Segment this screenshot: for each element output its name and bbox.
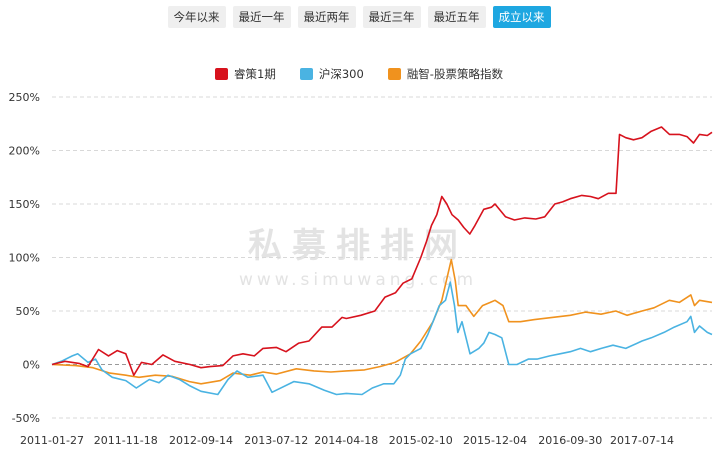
legend-label: 融智-股票策略指数 — [406, 67, 503, 81]
x-tick-label: 2015-02-10 — [389, 434, 453, 447]
y-tick-label: 250% — [9, 91, 40, 104]
tab-2[interactable]: 最近一年 — [232, 6, 291, 28]
x-axis-labels: 2011-01-27 2011-11-18 2012-09-14 2013-07-12… — [20, 434, 674, 447]
y-tick-label: 200% — [9, 145, 40, 158]
x-tick-label: 2015-12-04 — [463, 434, 527, 447]
tab-5[interactable]: 最近五年 — [427, 6, 486, 28]
series-line-2 — [51, 281, 713, 396]
x-tick-label: 2016-09-30 — [538, 434, 602, 447]
y-tick-label: 50% — [16, 305, 40, 318]
legend-swatch — [387, 68, 401, 80]
legend-item-3[interactable]: 融智-股票策略指数 — [387, 66, 503, 82]
y-tick-label: 0% — [23, 359, 40, 372]
tab-4[interactable]: 最近三年 — [362, 6, 421, 28]
legend-item-2[interactable]: 沪深300 — [299, 66, 364, 82]
grid-lines — [52, 96, 712, 419]
legend-swatch — [215, 68, 229, 80]
watermark: 私募排排网 www.simuwang.com — [239, 226, 477, 290]
series-lines — [51, 126, 713, 396]
legend-swatch — [299, 68, 313, 80]
y-tick-label: 150% — [9, 198, 40, 211]
legend-label: 沪深300 — [318, 67, 364, 81]
x-tick-label: 2017-07-14 — [610, 434, 674, 447]
legend-item-1[interactable]: 睿策1期 — [215, 66, 276, 82]
x-tick-label: 2012-09-14 — [169, 434, 233, 447]
tab-1[interactable]: 今年以来 — [167, 6, 226, 28]
time-range-tabs: 今年以来 最近一年 最近两年 最近三年 最近五年 成立以来 — [0, 6, 718, 28]
series-line-1 — [51, 126, 713, 377]
x-tick-label: 2013-07-12 — [244, 434, 308, 447]
watermark-url: www.simuwang.com — [239, 270, 477, 290]
x-tick-label: 2011-11-18 — [94, 434, 158, 447]
x-tick-label: 2011-01-27 — [20, 434, 84, 447]
series-line-3 — [51, 258, 713, 385]
y-tick-label: 100% — [9, 252, 40, 265]
y-tick-label: -50% — [12, 412, 40, 425]
legend-label: 睿策1期 — [234, 67, 276, 81]
y-axis-labels: -50% 0% 50% 100% 150% 200% 250% — [9, 91, 40, 425]
chart-legend: 睿策1期 沪深300 融智-股票策略指数 — [0, 66, 718, 82]
watermark-main: 私募排排网 — [248, 226, 468, 266]
tab-6[interactable]: 成立以来 — [492, 6, 551, 28]
tab-3[interactable]: 最近两年 — [297, 6, 356, 28]
x-tick-label: 2014-04-18 — [314, 434, 378, 447]
